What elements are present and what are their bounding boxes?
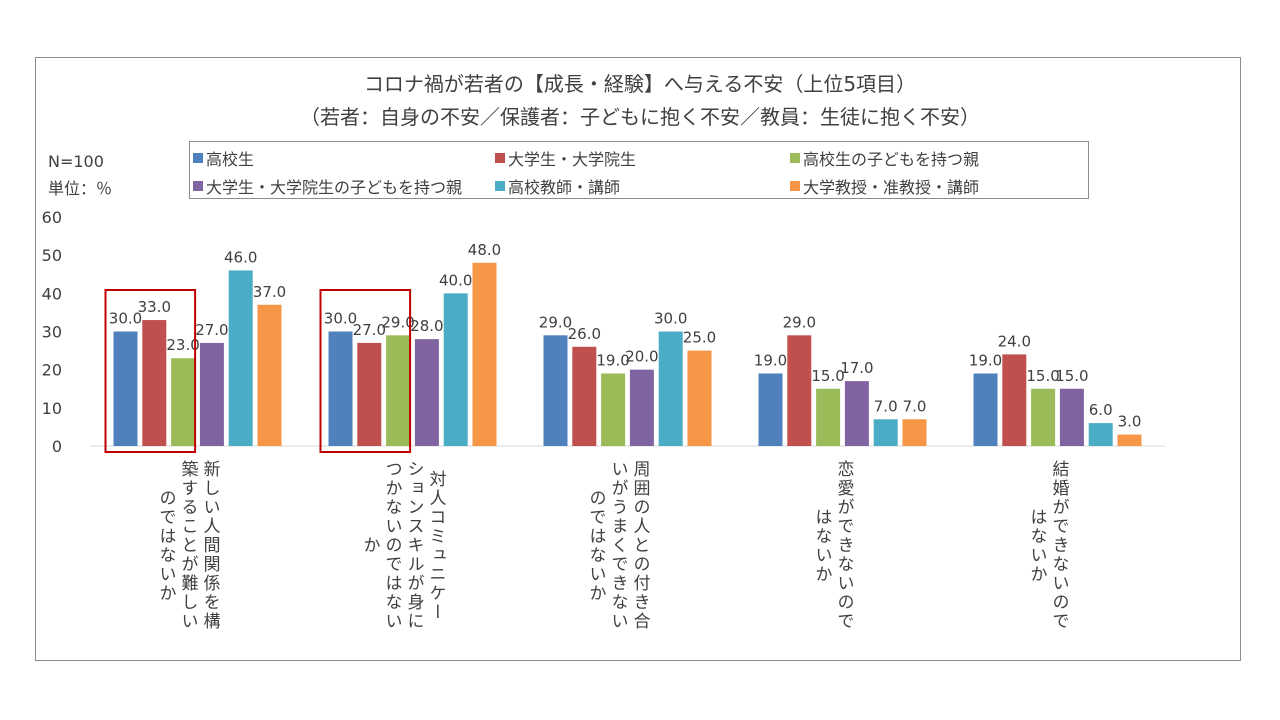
data-label: 23.0 xyxy=(166,336,199,354)
unit-note: 単位：％ xyxy=(48,179,113,198)
data-label: 24.0 xyxy=(998,332,1031,350)
category-label: 周囲の人との付き合 いがうまくできない のではないか xyxy=(585,460,650,631)
bar xyxy=(572,346,597,446)
legend-swatch xyxy=(193,153,203,163)
y-tick-label: 0 xyxy=(52,437,62,456)
bar xyxy=(357,342,382,446)
bar xyxy=(758,373,783,446)
bar xyxy=(414,339,439,446)
bar xyxy=(844,381,869,446)
y-tick-label: 50 xyxy=(42,246,62,265)
bar xyxy=(1088,423,1113,446)
legend-item: 大学生・大学院生 xyxy=(495,146,636,170)
bar xyxy=(816,388,841,446)
chart-subtitle: （若者：自身の不安／保護者：子どもに抱く不安／教員：生徒に抱く不安） xyxy=(300,105,980,129)
bar xyxy=(113,331,138,446)
highlight-box xyxy=(104,289,197,453)
chart-frame xyxy=(35,57,1241,661)
legend-label: 大学教授・准教授・講師 xyxy=(803,178,980,197)
bar xyxy=(1002,354,1027,446)
bar xyxy=(1031,388,1056,446)
data-label: 15.0 xyxy=(811,367,844,385)
data-label: 19.0 xyxy=(754,351,787,369)
legend-swatch xyxy=(790,181,800,191)
y-tick-label: 30 xyxy=(42,323,62,342)
data-label: 28.0 xyxy=(410,317,443,335)
legend-swatch xyxy=(790,153,800,163)
legend-item: 大学教授・准教授・講師 xyxy=(790,174,979,198)
data-label: 29.0 xyxy=(381,313,414,331)
legend-item: 高校生 xyxy=(193,146,254,170)
data-label: 7.0 xyxy=(903,397,927,415)
bar xyxy=(658,331,683,446)
bar xyxy=(386,335,411,446)
data-label: 48.0 xyxy=(468,241,501,259)
legend-label: 大学生・大学院生の子どもを持つ親 xyxy=(206,178,463,197)
data-label: 27.0 xyxy=(195,321,228,339)
legend-label: 高校生の子どもを持つ親 xyxy=(803,150,980,169)
data-label: 33.0 xyxy=(138,298,171,316)
category-label: 新しい人間関係を構 築することが難しい のではないか xyxy=(155,460,220,631)
legend-swatch xyxy=(495,181,505,191)
legend-swatch xyxy=(193,181,203,191)
bar xyxy=(1059,388,1084,446)
data-label: 19.0 xyxy=(596,351,629,369)
y-tick-label: 10 xyxy=(42,399,62,418)
data-label: 17.0 xyxy=(840,359,873,377)
data-label: 29.0 xyxy=(783,313,816,331)
bar xyxy=(543,335,568,446)
legend: 高校生 大学生・大学院生 高校生の子どもを持つ親大学生・大学院生の子どもを持つ親 高校… xyxy=(189,141,1089,199)
bar xyxy=(142,320,167,446)
chart-title: コロナ禍が若者の【成長・経験】へ与える不安（上位5項目） xyxy=(363,72,917,96)
bar xyxy=(443,293,468,446)
bar xyxy=(199,342,224,446)
data-label: 30.0 xyxy=(324,310,357,328)
legend-label: 高校教師・講師 xyxy=(508,178,621,197)
bar xyxy=(973,373,998,446)
data-label: 25.0 xyxy=(683,329,716,347)
bar xyxy=(1117,434,1142,446)
bar xyxy=(472,262,497,446)
data-label: 37.0 xyxy=(253,283,286,301)
bar xyxy=(328,331,353,446)
legend-swatch xyxy=(495,153,505,163)
data-label: 30.0 xyxy=(109,310,142,328)
category-label: 結婚ができないので はないか xyxy=(1026,460,1069,631)
data-label: 20.0 xyxy=(625,348,658,366)
data-label: 26.0 xyxy=(568,325,601,343)
data-label: 29.0 xyxy=(539,313,572,331)
highlight-box xyxy=(319,289,412,453)
legend-label: 高校生 xyxy=(206,150,255,169)
bar xyxy=(257,304,282,446)
data-label: 19.0 xyxy=(969,351,1002,369)
legend-item: 高校教師・講師 xyxy=(495,174,620,198)
bar xyxy=(629,369,654,446)
bar xyxy=(902,419,927,446)
data-label: 6.0 xyxy=(1089,401,1113,419)
bar xyxy=(873,419,898,446)
legend-item: 高校生の子どもを持つ親 xyxy=(790,146,979,170)
bar xyxy=(228,270,253,446)
category-label: 恋愛ができないので はないか xyxy=(811,460,854,631)
data-label: 3.0 xyxy=(1118,413,1142,431)
data-label: 15.0 xyxy=(1026,367,1059,385)
legend-label: 大学生・大学院生 xyxy=(508,150,637,169)
data-label: 15.0 xyxy=(1055,367,1088,385)
bar xyxy=(787,335,812,446)
bar xyxy=(601,373,626,446)
data-label: 40.0 xyxy=(439,271,472,289)
data-label: 30.0 xyxy=(654,310,687,328)
data-label: 7.0 xyxy=(874,397,898,415)
category-label: 対人コミュニケー ションスキルが身に つかないのではない か xyxy=(359,460,446,631)
sample-size-note: N=100 xyxy=(48,152,104,171)
y-tick-label: 60 xyxy=(42,208,62,227)
y-tick-label: 40 xyxy=(42,284,62,303)
data-label: 46.0 xyxy=(224,248,257,266)
legend-item: 大学生・大学院生の子どもを持つ親 xyxy=(193,174,462,198)
data-label: 27.0 xyxy=(353,321,386,339)
bar xyxy=(687,350,712,446)
y-tick-label: 20 xyxy=(42,361,62,380)
bar xyxy=(171,358,196,446)
